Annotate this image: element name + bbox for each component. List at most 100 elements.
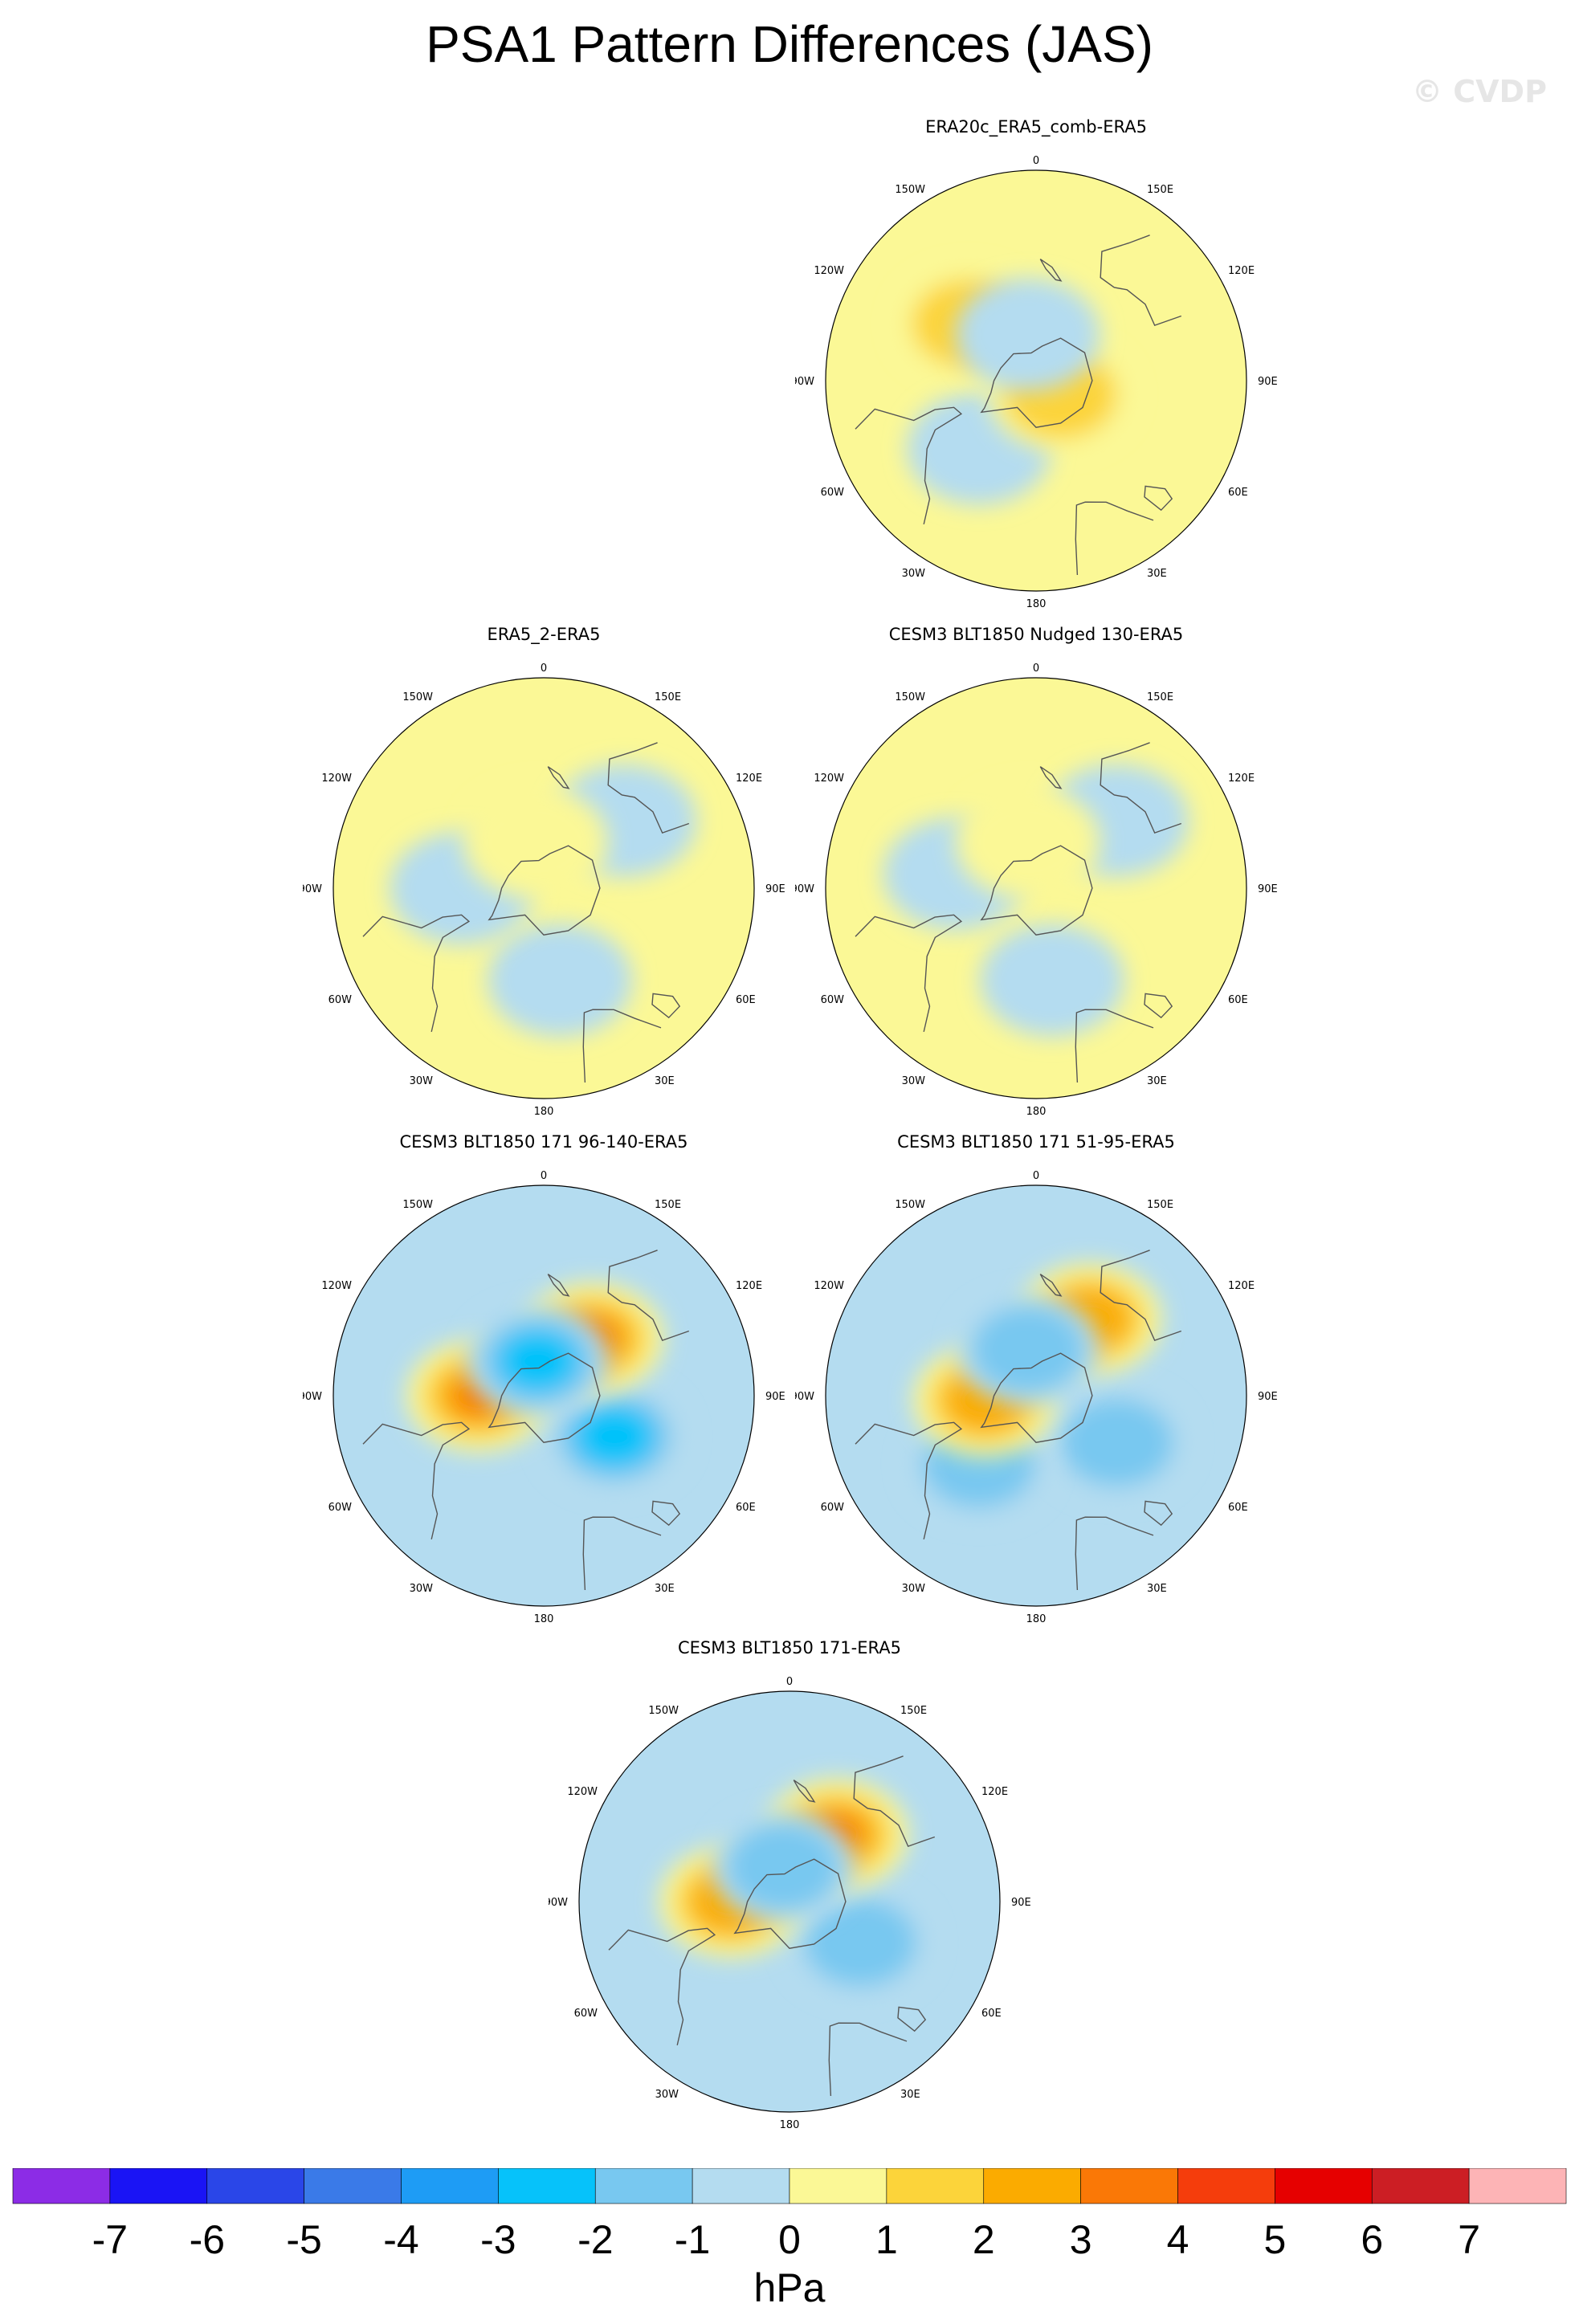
anomaly-blob (980, 923, 1125, 1037)
colorbar-swatch (304, 2168, 402, 2204)
colorbar-tick-label: -6 (190, 2217, 225, 2262)
longitude-label: 0 (1033, 155, 1039, 167)
coastline (980, 845, 1093, 936)
colorbar-tick-label: 5 (1263, 2217, 1286, 2262)
map-border (578, 1690, 1001, 2113)
contour-level (955, 785, 1100, 899)
map-panel-cesm3-nudged: CESM3 BLT1850 Nudged 130-ERA5 0 30E 60E 90E… (795, 625, 1277, 1139)
coastline (547, 766, 570, 789)
longitude-label: 120W (814, 773, 844, 785)
longitude-label: 120E (1228, 265, 1255, 277)
coastline (1100, 742, 1182, 834)
coastline (980, 337, 1093, 428)
colorbar-tick-label: 7 (1458, 2217, 1480, 2262)
longitude-label: 90E (765, 883, 785, 895)
longitude-label: 150W (402, 691, 433, 703)
contour-level (497, 1330, 578, 1392)
longitude-label: 120E (736, 773, 762, 785)
longitude-label: 30E (1147, 1583, 1167, 1595)
coastline (607, 742, 690, 834)
anomaly-blob (955, 278, 1100, 391)
longitude-label: 60W (821, 1502, 845, 1514)
longitude-label: 120E (736, 1280, 762, 1292)
longitude-label: 90W (795, 1391, 814, 1403)
coastline (897, 2006, 927, 2032)
longitude-label: 90E (1258, 883, 1277, 895)
longitude-label: 30E (900, 2089, 920, 2101)
longitude-label: 60E (1228, 994, 1248, 1006)
panel-title: ERA5_2-ERA5 (487, 625, 601, 644)
coastline (1075, 1516, 1154, 1591)
colorbar-swatch (886, 2168, 985, 2204)
colorbar-tick-label: 3 (1070, 2217, 1092, 2262)
longitude-label: 150E (1147, 184, 1173, 196)
longitude-label: 90W (303, 883, 322, 895)
map-border (333, 677, 755, 1099)
colorbar-swatch (692, 2168, 790, 2204)
contour-level (574, 1405, 655, 1468)
anomaly-blob (488, 923, 633, 1037)
longitude-label: 30E (1147, 1075, 1167, 1087)
polar-map: 0 30E 60E 90E 120E 150E 180 150W 120W 90W 60W 30W (549, 1676, 1030, 2131)
contour-level (488, 923, 633, 1037)
coastlines (362, 1250, 690, 1591)
polar-map: 0 30E 60E 90E 120E 150E 180 150W 120W 90W 60W 30W (795, 1170, 1277, 1625)
coastline (855, 1421, 963, 1540)
longitude-label: 150W (648, 1705, 679, 1717)
colorbar-swatch (1468, 2168, 1567, 2204)
page-title: PSA1 Pattern Differences (JAS) (426, 15, 1153, 73)
longitude-label: 60E (1228, 487, 1248, 499)
map-panel-cesm3-171: CESM3 BLT1850 171-ERA5 0 30E 60E 90E 120E 150… (549, 1638, 1030, 2152)
colorbar: -7 -6 -5 -4 -3 -2 -1 0 1 2 3 4 5 6 7 hPa (12, 2168, 1567, 2310)
coastline (488, 845, 601, 936)
coastline (855, 914, 963, 1033)
coastline (853, 1755, 936, 1847)
coastline (608, 1927, 716, 2046)
longitude-label: 180 (1026, 598, 1047, 610)
colorbar-tick-label: -7 (92, 2217, 128, 2262)
longitude-label: 60E (736, 1502, 756, 1514)
coastline (1100, 234, 1182, 326)
longitude-label: 150E (1147, 691, 1173, 703)
longitude-label: 120W (814, 1280, 844, 1292)
map-panel-era5-2: ERA5_2-ERA5 0 30E 60E 90E 120E 150E 180 150W 120… (303, 625, 785, 1139)
panel-title: CESM3 BLT1850 171-ERA5 (678, 1638, 901, 1657)
map-panel-cesm3-51-95: CESM3 BLT1850 171 51-95-ERA5 0 30E 60E 90E 1… (795, 1132, 1277, 1646)
contour-level (463, 785, 608, 899)
longitude-label: 90W (795, 883, 814, 895)
longitude-label: 0 (786, 1676, 793, 1688)
longitude-label: 60E (1228, 1502, 1248, 1514)
colorbar-swatch (983, 2168, 1081, 2204)
colorbar-tick-label: 4 (1167, 2217, 1189, 2262)
longitude-label: 120W (814, 265, 844, 277)
coastline (1144, 485, 1173, 512)
coastline (607, 1250, 690, 1341)
longitude-label: 180 (534, 1613, 554, 1625)
contour-level (804, 1898, 917, 1987)
coastline (651, 993, 681, 1019)
polar-map: 0 30E 60E 90E 120E 150E 180 150W 120W 90W 60W 30W (795, 155, 1277, 610)
coastline (1039, 766, 1063, 789)
colorbar-swatch (12, 2168, 111, 2204)
coastlines (362, 742, 690, 1083)
coastline (1100, 1250, 1182, 1341)
coastline (362, 1421, 471, 1540)
colorbar-tick-label: 0 (778, 2217, 801, 2262)
polar-map: 0 30E 60E 90E 120E 150E 180 150W 120W 90W 60W 30W (795, 663, 1277, 1118)
panel-title: CESM3 BLT1850 Nudged 130-ERA5 (888, 625, 1184, 644)
anomaly-blob (955, 1293, 1100, 1406)
longitude-label: 30E (1147, 568, 1167, 580)
longitude-label: 120E (1228, 773, 1255, 785)
colorbar-tick-label: -4 (383, 2217, 418, 2262)
colorbar-swatch (1177, 2168, 1275, 2204)
longitude-label: 30E (655, 1075, 675, 1087)
coastline (1075, 501, 1154, 576)
colorbar-units: hPa (754, 2265, 826, 2310)
longitude-label: 150W (895, 184, 925, 196)
longitude-label: 150E (900, 1705, 927, 1717)
longitude-label: 30W (410, 1583, 434, 1595)
map-border (333, 1184, 755, 1607)
longitude-label: 60W (821, 994, 845, 1006)
longitude-label: 0 (541, 1170, 547, 1182)
coastlines (608, 1755, 936, 2097)
